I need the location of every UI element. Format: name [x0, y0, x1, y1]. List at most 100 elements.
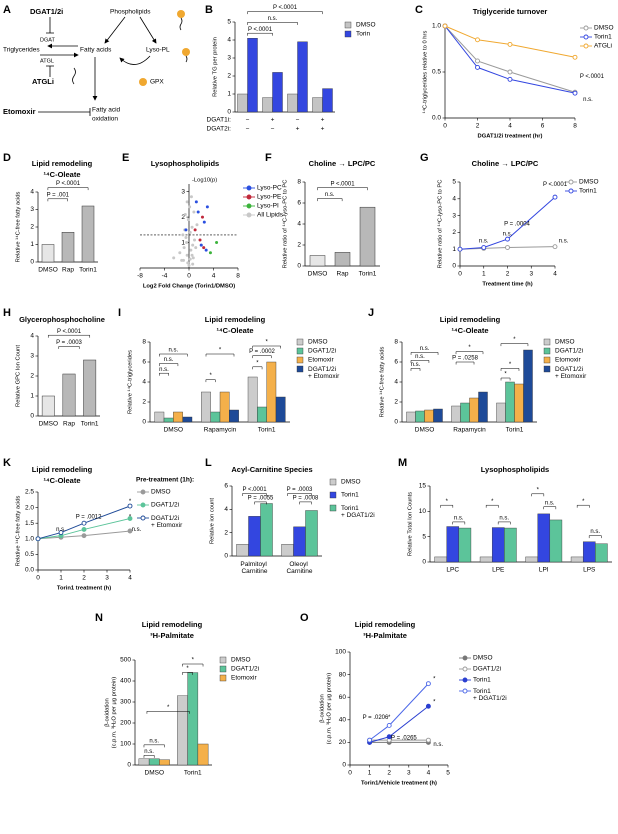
legend-swatch: [543, 356, 551, 364]
legend-label: DGAT1/2i: [231, 666, 259, 673]
x-tick-label: Oleoyl Carnitine: [286, 561, 312, 575]
point: [475, 37, 480, 43]
bracket: [242, 493, 267, 496]
legend-swatch: [219, 665, 227, 673]
point: [205, 205, 209, 209]
bracket: [205, 353, 235, 357]
node: Triglycerides: [3, 47, 40, 54]
y-tick-label: 4: [452, 196, 456, 203]
y-axis-label: Relative Total Ion Counts: [408, 492, 414, 556]
chart-title: Choline → LPC/PC: [309, 159, 376, 168]
point: [507, 41, 513, 47]
node: ATGLi: [32, 77, 54, 86]
x-tick-label: Torin1: [258, 427, 276, 434]
annotation: *: [433, 699, 436, 705]
x-tick-label: Torin1: [506, 427, 524, 434]
bar: [433, 408, 443, 423]
bar: [469, 397, 479, 423]
x-tick-label: LPS: [583, 567, 596, 574]
node: DGAT1/2i: [30, 7, 63, 16]
x-tick-label: Rap: [62, 267, 74, 274]
x-tick-label: DMSO: [308, 271, 328, 278]
legend-label: All Lipids: [257, 212, 284, 219]
legend-swatch: [219, 656, 227, 664]
bar: [297, 41, 308, 113]
bar: [446, 526, 460, 563]
point: [507, 76, 513, 82]
legend-swatch: [329, 491, 337, 499]
annotation: P <.0001: [56, 181, 81, 187]
point: [188, 257, 192, 261]
chart-title: Triglyceride turnover: [473, 7, 548, 16]
panel-label: H: [3, 307, 11, 319]
legend-title: Pre-treatment (1h):: [136, 477, 194, 484]
bar: [415, 410, 425, 423]
text-line: DGAT1/2i: [555, 366, 585, 373]
annotation: P <.0001: [57, 329, 82, 335]
legend-marker: [246, 212, 252, 218]
bracket: [58, 346, 80, 349]
y-tick-label: 0.5: [432, 69, 441, 76]
bar: [229, 409, 239, 423]
y-axis-label: Relative ¹⁴C-free fatty acids: [15, 192, 22, 263]
bar: [287, 93, 298, 113]
bar: [505, 381, 515, 423]
point: [181, 258, 185, 262]
y-axis-label: -Log10(p): [192, 178, 217, 184]
y-tick-label: 0.0: [432, 115, 441, 122]
inhibit: [38, 108, 91, 116]
annotation: P = .0003: [56, 340, 82, 346]
panel-label: O: [300, 612, 309, 624]
legend-marker: [583, 25, 589, 31]
point: [191, 256, 195, 260]
y-tick-label: 4: [30, 333, 34, 340]
bar: [525, 556, 538, 563]
y-tick-label: 200: [120, 720, 131, 727]
y-tick-label: 3: [452, 212, 456, 219]
point: [81, 520, 87, 526]
y-axis-label: Relative ion count: [210, 498, 216, 544]
chart-title: Lysophospholipids: [151, 159, 219, 168]
bracket: [500, 377, 511, 381]
legend-label: DMSO: [308, 339, 328, 346]
legend-label: DMSO: [473, 655, 493, 662]
point: [35, 536, 41, 542]
x-tick-label: −: [271, 126, 275, 133]
bar: [83, 359, 97, 417]
bracket: [254, 501, 267, 505]
x-tick-label: 5: [446, 770, 450, 777]
point: [191, 262, 195, 266]
legend-label: Lyso-PI: [257, 203, 279, 210]
annotation: P = .0008: [293, 495, 319, 501]
y-tick-label: 1: [30, 241, 34, 248]
node: ATGL: [40, 58, 54, 64]
bracket: [47, 187, 89, 191]
annotation: P = .0003: [287, 487, 313, 493]
x-tick-label: 2: [506, 271, 510, 278]
panel-label: N: [95, 612, 103, 624]
node: DGAT: [40, 37, 56, 43]
annotation: *: [167, 705, 170, 711]
panel-label: F: [265, 152, 272, 164]
annotation: *: [219, 348, 222, 354]
x-tick-label: DMSO: [164, 427, 184, 434]
point: [425, 737, 431, 743]
legend-label: Torin1: [579, 188, 597, 195]
bracket: [410, 352, 439, 355]
y-tick-label: 20: [339, 739, 347, 746]
legend-marker: [462, 677, 468, 683]
series-line: [37, 505, 131, 540]
x-tick-label: 3: [407, 770, 411, 777]
bracket: [159, 353, 188, 357]
bracket: [410, 368, 421, 371]
annotation: *: [186, 666, 189, 672]
annotation: *: [129, 499, 132, 505]
point: [186, 261, 190, 265]
x-tick-label: 4: [212, 273, 216, 280]
inhibit: [46, 17, 54, 34]
bar: [247, 38, 258, 113]
y-tick-label: 0: [342, 762, 346, 769]
bar: [266, 361, 277, 423]
bar: [359, 206, 376, 267]
legend-label: DMSO: [356, 22, 376, 29]
